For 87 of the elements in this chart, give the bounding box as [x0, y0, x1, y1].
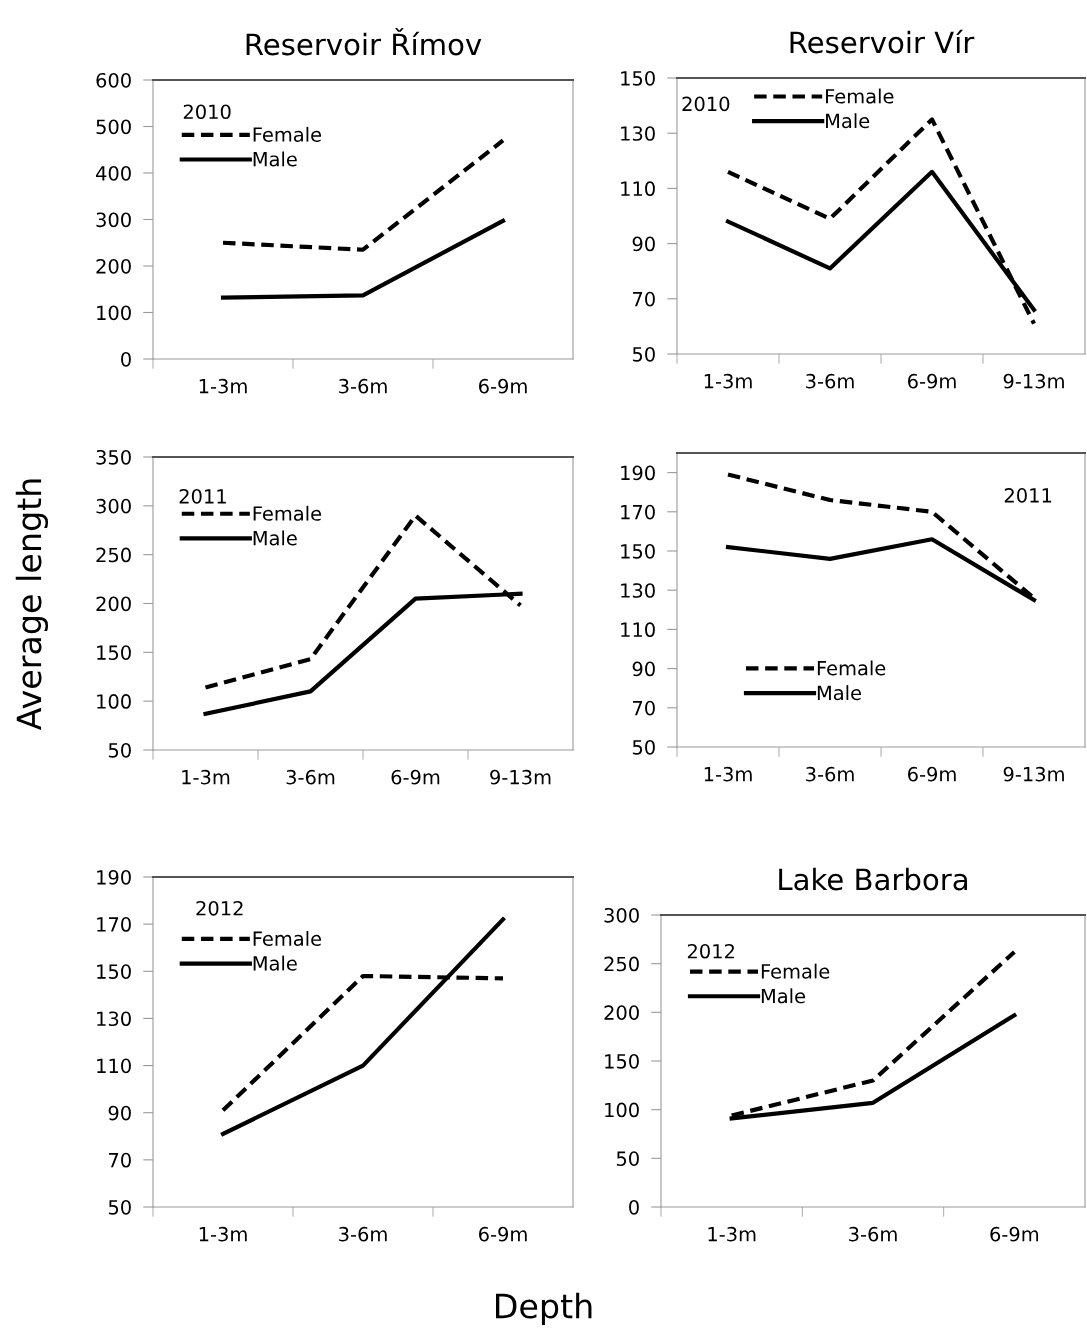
annotation: 2011 — [179, 488, 226, 504]
y-tick-label: 200 — [604, 1005, 639, 1020]
y-tick-label: 350 — [96, 449, 131, 465]
x-tick-label: 1-3m — [199, 1226, 247, 1242]
legend-label: Male — [817, 685, 861, 701]
chart-title: Lake Barbora — [779, 867, 967, 891]
x-tick-label: 3-6m — [286, 769, 335, 785]
y-tick-label: 70 — [633, 291, 655, 307]
y-tick-label: 0 — [121, 351, 131, 367]
y-tick-label: 50 — [632, 739, 655, 755]
y-tick-label: 200 — [96, 596, 131, 612]
y-tick-label: 90 — [632, 236, 655, 252]
annotation: 2010 — [682, 96, 730, 112]
y-tick-label: 50 — [616, 1151, 639, 1166]
x-tick-label: 3-6m — [806, 766, 854, 782]
y-tick-label: 190 — [621, 465, 655, 481]
legend-label: Female — [253, 930, 322, 947]
y-tick-label: 150 — [621, 543, 655, 559]
y-tick-label: 170 — [97, 917, 131, 932]
y-tick-label: 600 — [96, 72, 131, 88]
legend-label: Male — [826, 113, 870, 129]
y-tick-label: 130 — [97, 1011, 131, 1027]
annotation: 2011 — [1004, 488, 1052, 503]
x-tick-label: 9-13m — [1003, 373, 1064, 389]
y-axis-title: Average length — [15, 479, 48, 731]
y-tick-label: 130 — [621, 583, 655, 598]
y-tick-label: 200 — [96, 258, 131, 274]
y-tick-label: 300 — [96, 498, 131, 514]
x-tick-label: 3-6m — [806, 373, 854, 389]
legend-label: Female — [817, 660, 886, 676]
y-tick-label: 400 — [96, 165, 131, 181]
legend-label: Female — [253, 505, 322, 521]
chart-title: Reservoir Římov — [246, 27, 482, 56]
y-tick-label: 110 — [97, 1058, 131, 1074]
annotation: 2012 — [196, 900, 243, 916]
legend-label: Male — [761, 988, 805, 1004]
y-tick-label: 250 — [604, 956, 639, 972]
y-tick-label: 150 — [605, 1053, 639, 1069]
x-tick-label: 1-3m — [199, 378, 247, 394]
y-tick-label: 100 — [605, 1102, 639, 1118]
x-tick-label: 1-3m — [708, 1226, 756, 1242]
legend-label: Female — [253, 126, 322, 142]
y-tick-label: 100 — [97, 305, 131, 321]
y-tick-label: 150 — [621, 70, 655, 86]
annotation: 2010 — [183, 104, 231, 120]
x-tick-label: 6-9m — [908, 766, 956, 782]
legend-label: Female — [826, 88, 894, 104]
y-tick-label: 70 — [633, 700, 655, 716]
y-tick-label: 0 — [629, 1199, 639, 1215]
y-tick-label: 50 — [108, 1199, 131, 1215]
x-tick-label: 1-3m — [704, 766, 752, 782]
y-tick-label: 130 — [621, 126, 655, 141]
legend-label: Female — [761, 963, 830, 979]
chart-title: Reservoir Vír — [790, 29, 975, 54]
y-tick-label: 110 — [621, 622, 655, 638]
legend-label: Male — [253, 530, 297, 546]
y-tick-label: 90 — [632, 661, 655, 677]
legend-label: Male — [253, 151, 297, 167]
y-tick-label: 170 — [621, 504, 655, 520]
y-tick-label: 150 — [97, 964, 131, 979]
y-tick-label: 50 — [108, 742, 131, 758]
x-tick-label: 6-9m — [908, 373, 956, 389]
y-tick-label: 90 — [108, 1105, 131, 1121]
x-tick-label: 9-13m — [490, 769, 551, 785]
y-tick-label: 70 — [109, 1152, 131, 1168]
y-tick-label: 300 — [604, 907, 639, 923]
x-axis-title: Depth — [496, 1292, 592, 1326]
y-tick-label: 500 — [96, 119, 131, 135]
x-tick-label: 9-13m — [1003, 766, 1064, 782]
x-tick-label: 1-3m — [704, 373, 752, 389]
x-tick-label: 6-9m — [479, 1226, 527, 1242]
y-tick-label: 110 — [621, 181, 655, 197]
y-tick-label: 150 — [97, 645, 131, 660]
annotation: 2012 — [687, 943, 734, 959]
x-tick-label: 6-9m — [391, 769, 440, 785]
y-tick-label: 100 — [97, 694, 131, 709]
y-tick-label: 50 — [632, 346, 655, 362]
y-tick-label: 250 — [96, 547, 131, 563]
legend-label: Male — [253, 955, 297, 971]
x-tick-label: 3-6m — [339, 1226, 387, 1242]
x-tick-label: 3-6m — [849, 1226, 897, 1242]
y-tick-label: 300 — [96, 212, 131, 228]
x-tick-label: 3-6m — [339, 378, 387, 394]
y-tick-label: 190 — [97, 869, 131, 885]
x-tick-label: 1-3m — [182, 769, 230, 785]
x-tick-label: 6-9m — [479, 378, 527, 394]
x-tick-label: 6-9m — [990, 1226, 1039, 1242]
